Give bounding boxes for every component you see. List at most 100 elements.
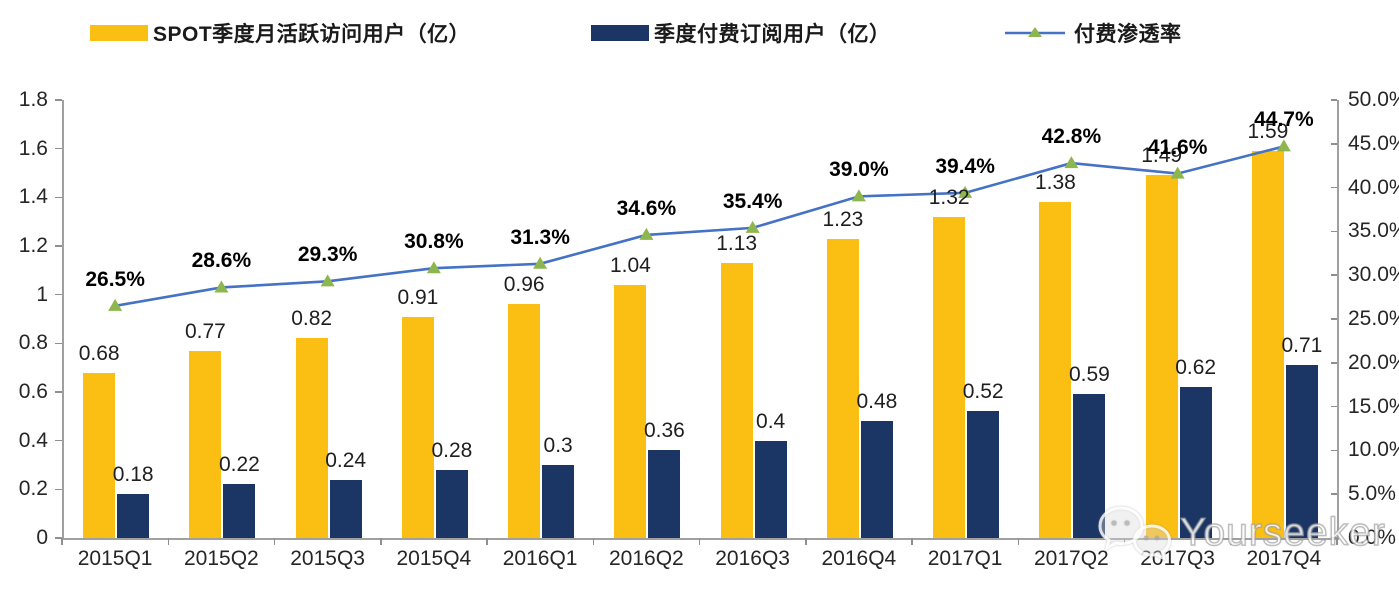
bar-mau (933, 216, 966, 538)
y-axis-label-left: 0.2 (18, 477, 48, 501)
y-axis-label-right: 50.0% (1348, 88, 1399, 111)
bar-mau (826, 238, 859, 538)
bar-subs (1073, 394, 1106, 538)
bar-subs (754, 440, 787, 538)
bar-label-subs: 0.18 (112, 463, 154, 487)
bar-subs (1179, 387, 1212, 538)
line-marker-icon (533, 256, 548, 269)
x-axis-tick (911, 538, 913, 545)
bar-label-mau: 1.13 (716, 232, 758, 256)
legend-item-subs: 季度付费订阅用户（亿） (591, 20, 891, 46)
x-axis-label: 2015Q2 (184, 547, 259, 570)
y-axis-label-left: 1.4 (18, 185, 48, 209)
bar-mau (614, 284, 647, 538)
x-axis-label: 2017Q3 (1140, 547, 1215, 570)
y-axis-tick-left (55, 537, 62, 539)
pct-label: 42.8% (1041, 125, 1102, 149)
y-axis-tick-right (1331, 318, 1337, 320)
y-axis-tick-right (1331, 449, 1337, 452)
y-axis-line-right (1337, 100, 1339, 538)
x-axis-label: 2016Q1 (502, 547, 578, 570)
bar-label-subs: 0.3 (543, 434, 573, 457)
y-axis-tick-left (55, 99, 62, 101)
legend-label-mau: SPOT季度月活跃访问用户（亿） (153, 23, 471, 46)
pct-label: 30.8% (404, 230, 464, 254)
x-axis-label: 2016Q2 (609, 547, 684, 570)
line-marker-icon (1064, 156, 1079, 169)
bar-subs (542, 465, 575, 538)
x-axis-label: 2015Q4 (396, 547, 472, 570)
y-axis-tick-left (55, 342, 62, 345)
legend-label-subs: 季度付费订阅用户（亿） (654, 23, 891, 46)
bar-label-subs: 0.52 (962, 380, 1004, 404)
bar-label-mau: 1.38 (1034, 171, 1076, 195)
pct-label: 35.4% (722, 189, 783, 213)
bar-label-mau: 1.04 (609, 253, 651, 277)
y-axis-tick-right (1331, 143, 1337, 145)
y-axis-label-left: 0 (36, 526, 48, 549)
y-axis-label-right: 15.0% (1348, 394, 1399, 418)
y-axis-tick-right (1331, 274, 1337, 276)
bar-label-subs: 0.36 (643, 419, 685, 443)
y-axis-tick-left (55, 147, 62, 150)
bar-mau (83, 372, 116, 538)
bar-mau (401, 316, 434, 538)
bar-mau (720, 263, 753, 538)
y-axis-label-right: 0.0% (1348, 526, 1396, 549)
line-marker-icon (108, 298, 123, 311)
x-axis-tick (1017, 538, 1019, 545)
pct-label: 44.7% (1254, 108, 1314, 132)
bar-label-mau: 1.23 (822, 207, 864, 231)
line-marker-icon (426, 261, 441, 274)
bar-subs (967, 411, 1000, 538)
x-axis-tick (698, 538, 701, 545)
x-axis-label: 2016Q4 (821, 547, 897, 570)
bar-mau (189, 350, 222, 538)
y-axis-tick-right (1331, 186, 1337, 189)
x-axis-label: 2016Q3 (715, 547, 790, 570)
line-marker-icon (851, 189, 866, 202)
pct-label: 39.0% (829, 158, 889, 182)
y-axis-label-right: 35.0% (1348, 219, 1399, 243)
y-axis-tick-left (55, 245, 62, 247)
y-axis-tick-left (55, 391, 62, 393)
x-axis-tick (1336, 538, 1338, 545)
x-axis-label: 2017Q2 (1034, 547, 1109, 570)
bar-label-subs: 0.59 (1068, 363, 1110, 387)
penetration-line-path (114, 145, 1285, 308)
watermark: Yourseeker (1096, 504, 1386, 562)
bar-label-mau: 0.82 (291, 307, 333, 331)
bar-mau (295, 338, 328, 538)
y-axis-label-right: 40.0% (1348, 175, 1399, 199)
x-axis-label: 2015Q1 (77, 547, 153, 570)
bar-label-mau: 0.91 (397, 285, 439, 309)
x-axis-tick (273, 538, 276, 545)
pct-label: 39.4% (935, 154, 995, 178)
bar-label-subs: 0.48 (856, 390, 898, 414)
bar-label-subs: 0.62 (1175, 356, 1217, 380)
legend-item-penetration: 付费渗透率 (1004, 20, 1182, 46)
pct-label: 26.5% (85, 267, 145, 291)
bar-label-subs: 0.24 (325, 448, 367, 472)
bar-label-mau: 1.32 (928, 185, 970, 209)
y-axis-label-left: 0.8 (18, 331, 48, 355)
y-axis-tick-right (1331, 362, 1337, 364)
y-axis-tick-right (1331, 493, 1337, 495)
y-axis-line-left (62, 100, 64, 538)
bar-label-mau: 0.96 (503, 273, 545, 297)
y-axis-tick-right (1331, 230, 1337, 233)
bar-label-subs: 0.71 (1281, 334, 1323, 358)
pct-label: 41.6% (1147, 135, 1208, 159)
x-axis-tick (805, 538, 807, 545)
bar-subs (117, 494, 150, 538)
bar-label-mau: 1.59 (1247, 120, 1289, 144)
x-axis-tick (1123, 538, 1126, 545)
bar-label-subs: 0.4 (756, 409, 786, 433)
y-axis-label-right: 20.0% (1348, 350, 1399, 374)
wechat-icon (1098, 506, 1172, 562)
bar-label-subs: 0.22 (218, 453, 260, 477)
x-axis-tick (1230, 538, 1232, 545)
bar-mau (508, 304, 541, 538)
y-axis-label-left: 1.6 (18, 136, 48, 160)
